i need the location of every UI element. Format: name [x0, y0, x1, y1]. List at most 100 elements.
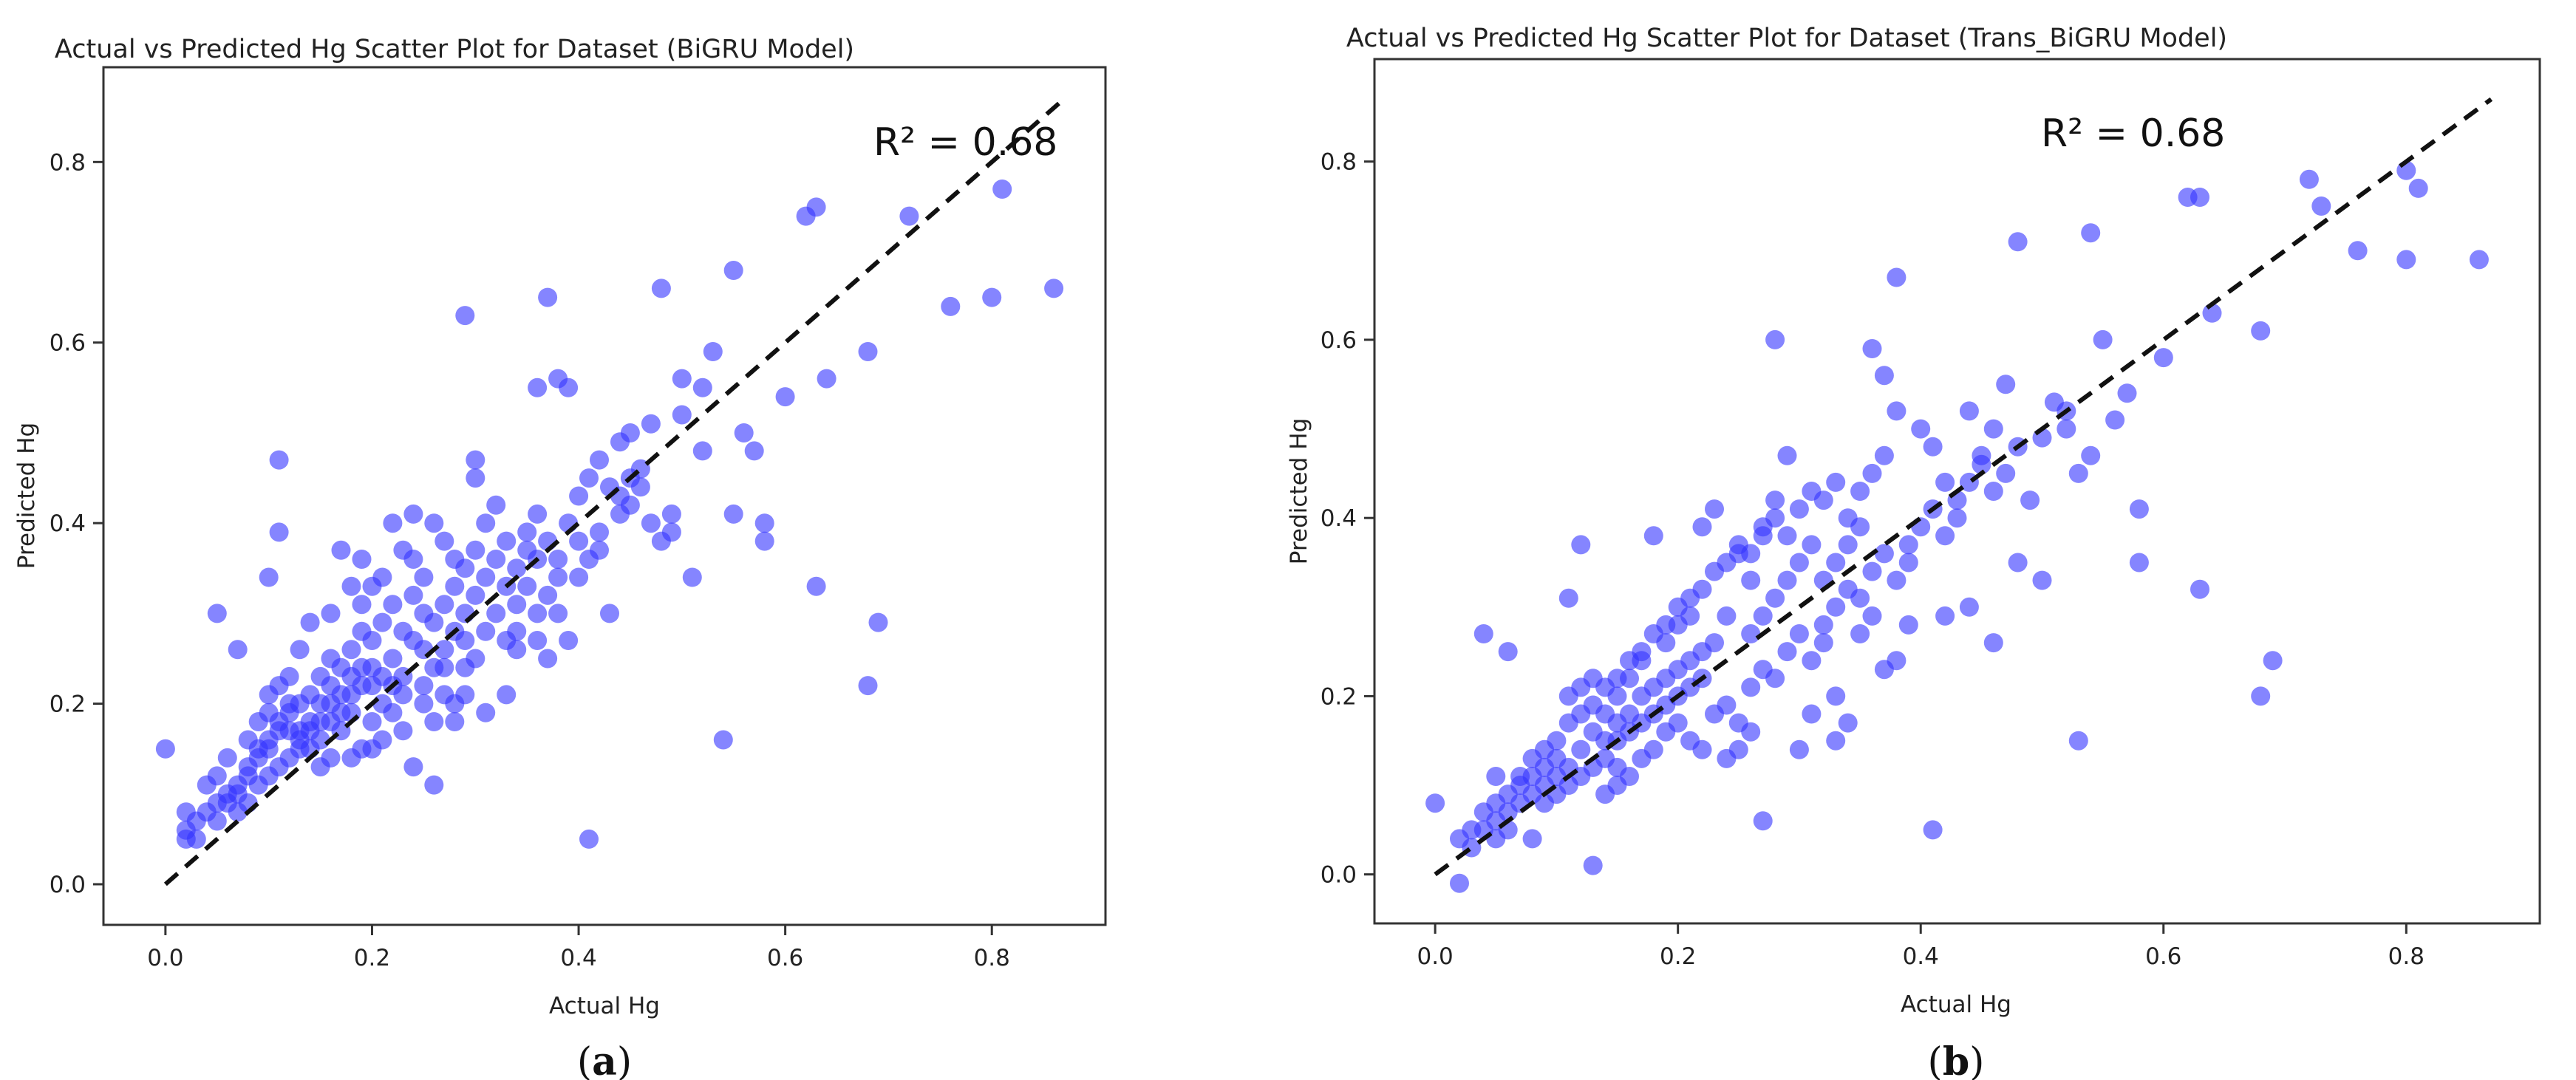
- scatter-point: [2081, 223, 2101, 243]
- scatter-point: [507, 558, 527, 578]
- panel-caption-b: (b): [1928, 1039, 1985, 1080]
- scatter-point: [507, 595, 527, 615]
- scatter-point: [466, 540, 485, 560]
- scatter-point: [1874, 366, 1894, 386]
- chart-title-a: Actual vs Predicted Hg Scatter Plot for …: [55, 35, 854, 64]
- scatter-point: [1510, 776, 1530, 795]
- scatter-point: [1558, 686, 1578, 706]
- scatter-point: [672, 405, 692, 425]
- scatter-point: [331, 540, 351, 560]
- scatter-point: [1632, 642, 1652, 662]
- scatter-point: [713, 730, 733, 750]
- scatter-point: [2068, 731, 2088, 751]
- scatter-point: [1558, 588, 1578, 608]
- scatter-point: [414, 676, 434, 696]
- scatter-point: [486, 495, 506, 515]
- scatter-point: [1983, 482, 2003, 501]
- scatter-point: [941, 296, 961, 316]
- scatter-points-a: [155, 180, 1064, 849]
- plot-area-b: [1425, 97, 2493, 893]
- y-tick-label: 0.2: [1321, 683, 1357, 710]
- scatter-point: [1705, 499, 1724, 519]
- scatter-point: [692, 441, 712, 461]
- scatter-point: [2032, 570, 2052, 590]
- scatter-point: [672, 369, 692, 389]
- scatter-point: [393, 621, 413, 641]
- scatter-point: [2348, 241, 2368, 261]
- scatter-point: [445, 694, 465, 714]
- scatter-point: [259, 703, 279, 722]
- y-axis-label-a: Predicted Hg: [13, 423, 40, 569]
- scatter-point: [1643, 739, 1663, 759]
- scatter-point: [1777, 642, 1797, 662]
- scatter-point: [238, 730, 258, 750]
- scatter-point: [1874, 660, 1894, 680]
- scatter-point: [1947, 508, 1967, 528]
- scatter-point: [383, 513, 403, 533]
- scatter-point: [393, 721, 413, 741]
- scatter-point: [445, 712, 465, 731]
- scatter-point: [548, 567, 568, 587]
- scatter-point: [1643, 526, 1663, 546]
- scatter-point: [1826, 731, 1846, 751]
- scatter-point: [579, 829, 599, 849]
- scatter-point: [2190, 579, 2209, 599]
- scatter-point: [1765, 491, 1785, 510]
- scatter-point: [1887, 570, 1907, 590]
- x-tick-label: 0.8: [2388, 943, 2425, 970]
- scatter-point: [2093, 329, 2113, 349]
- scatter-point: [486, 550, 506, 569]
- scatter-point: [1486, 767, 1506, 786]
- scatter-point: [858, 342, 878, 361]
- scatter-point: [1813, 633, 1833, 653]
- x-tick-label: 0.2: [1660, 943, 1696, 970]
- scatter-point: [2129, 499, 2149, 519]
- scatter-point: [2153, 348, 2173, 368]
- scatter-point: [2469, 250, 2489, 270]
- scatter-point: [238, 766, 258, 786]
- scatter-point: [321, 694, 341, 714]
- scatter-point: [528, 604, 548, 623]
- scatter-point: [455, 657, 475, 677]
- plot-area-a: [155, 97, 1066, 886]
- scatter-point: [497, 685, 517, 705]
- scatter-point: [466, 585, 485, 605]
- scatter-point: [1571, 535, 1591, 555]
- scatter-point: [1935, 606, 1955, 626]
- scatter-point: [1680, 606, 1700, 626]
- reference-fit-line: [163, 97, 1066, 886]
- scatter-point: [1862, 606, 1882, 626]
- scatter-point: [1717, 553, 1737, 573]
- scatter-point: [723, 261, 743, 280]
- y-tick-label: 0.2: [50, 691, 86, 718]
- scatter-point: [1813, 491, 1833, 510]
- scatter-point: [1668, 713, 1688, 733]
- scatter-point: [207, 811, 227, 831]
- scatter-point: [569, 531, 589, 551]
- scatter-point: [403, 585, 423, 605]
- scatter-point: [2008, 232, 2028, 252]
- scatter-point: [2251, 686, 2271, 706]
- scatter-point: [507, 621, 527, 641]
- scatter-point: [2190, 188, 2209, 207]
- scatter-point: [362, 739, 382, 759]
- panel-letter-b: b: [1943, 1039, 1969, 1080]
- scatter-point: [1996, 463, 2016, 483]
- scatter-point: [207, 604, 227, 623]
- scatter-point: [476, 567, 496, 587]
- scatter-point: [259, 567, 279, 587]
- scatter-point: [1473, 624, 1493, 643]
- scatter-point: [321, 604, 341, 623]
- scatter-point: [383, 649, 403, 669]
- scatter-point: [1717, 695, 1737, 715]
- scatter-point: [445, 576, 465, 596]
- svg-text:(b): (b): [1928, 1039, 1985, 1080]
- scatter-point: [1850, 588, 1870, 608]
- svg-text:(a): (a): [577, 1039, 632, 1080]
- plot-frame-a: [102, 66, 1107, 926]
- scatter-point: [424, 612, 444, 632]
- scatter-point: [1692, 739, 1712, 759]
- scatter-point: [424, 712, 444, 731]
- y-tick-label: 0.0: [50, 872, 86, 898]
